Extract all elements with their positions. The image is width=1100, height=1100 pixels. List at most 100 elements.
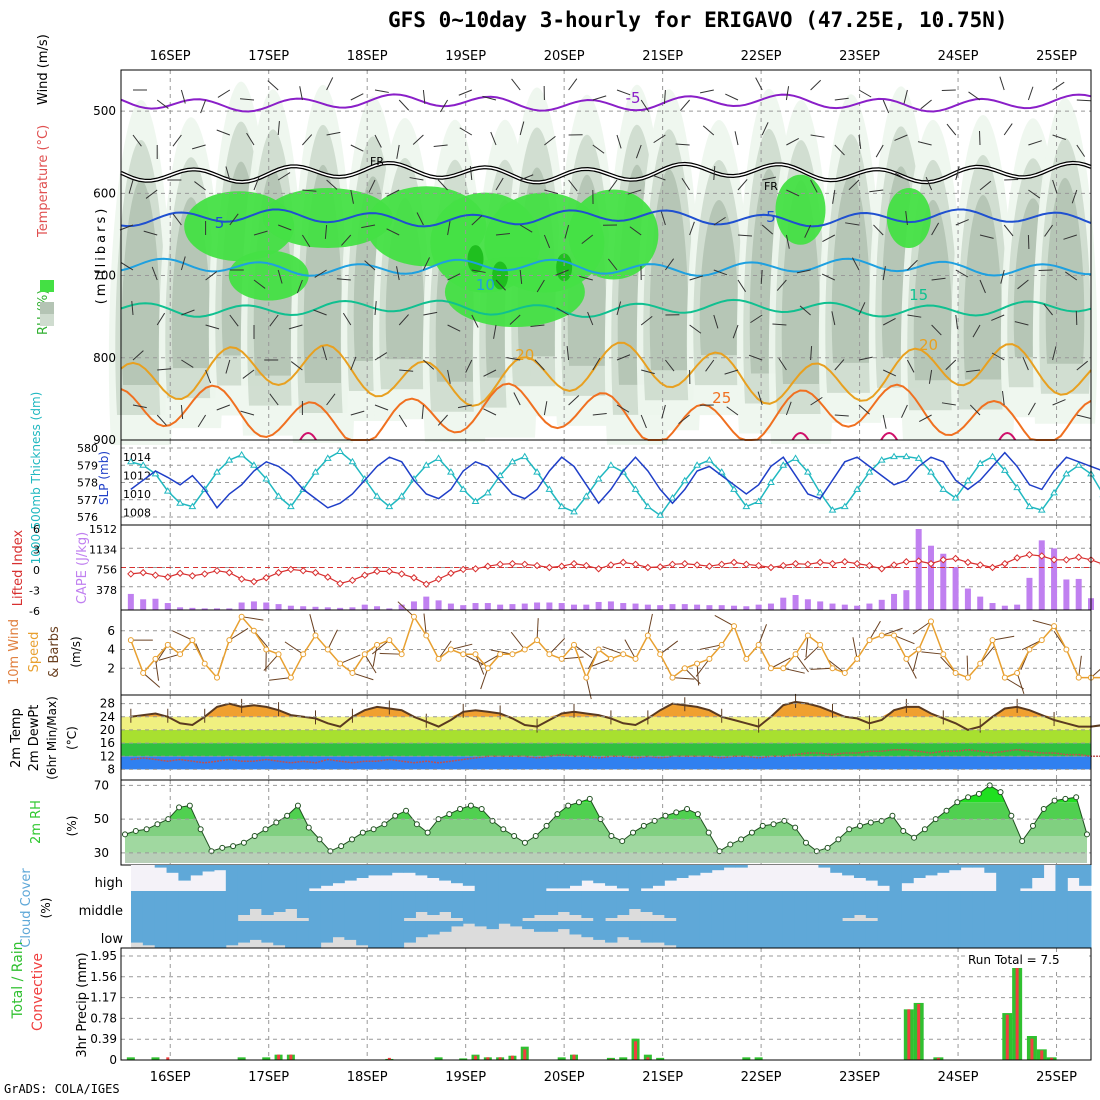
wind-barb	[592, 357, 601, 371]
wind-barb	[483, 408, 497, 416]
cloud-bar-middle	[202, 891, 215, 921]
cape-bar	[423, 596, 430, 610]
cloud-bar-low	[913, 921, 926, 948]
cloud-bar-low	[557, 921, 571, 930]
rh-point	[1029, 822, 1036, 829]
wind10-barb	[142, 672, 161, 688]
wind-barb	[471, 215, 483, 226]
temp-tick: 20	[100, 723, 115, 737]
wind-barb	[543, 401, 548, 416]
wind-barb	[172, 134, 182, 147]
rh-point	[1040, 806, 1047, 812]
cloud-bar-middle	[1079, 891, 1092, 921]
wind10-barb	[364, 653, 377, 674]
wind-barb	[156, 99, 169, 109]
cloud-bar-middle	[391, 891, 405, 921]
wind-barb	[229, 213, 239, 226]
wind-barb	[1022, 356, 1029, 371]
wind-barb	[616, 89, 631, 96]
cloud-bar-low	[865, 921, 879, 948]
thickness-point	[853, 485, 862, 492]
li-point	[914, 557, 923, 565]
temp-area	[130, 701, 1100, 717]
wind-series-label: 10m Wind Speed (m/s) & Barbs	[0, 0, 16, 1]
wind10-barb	[921, 651, 944, 655]
wind10-point	[275, 651, 282, 658]
cloud-bar-low	[699, 921, 713, 948]
cloud-bar-high	[296, 865, 310, 891]
wind10-point	[767, 665, 774, 672]
wind-barb	[493, 324, 497, 339]
cloud-bar-middle	[1019, 891, 1033, 921]
wind-barb	[1065, 271, 1078, 281]
wind-barb	[772, 323, 787, 326]
thickness-point	[176, 499, 184, 506]
precip-tick: 1.17	[90, 991, 117, 1005]
wind10-barb	[462, 653, 484, 665]
wind-barb	[640, 414, 647, 429]
temp-band	[121, 756, 1091, 770]
wind-barb	[119, 224, 134, 231]
cape-bar	[398, 604, 405, 610]
wind-barb	[151, 266, 158, 281]
cloud-bar-middle	[1043, 891, 1056, 921]
li-point	[213, 567, 221, 575]
thickness-point	[607, 461, 615, 468]
wind-barb	[301, 234, 311, 248]
cloud-bar-low	[261, 921, 274, 943]
cloud-bar-middle	[794, 891, 808, 921]
precip-total-bar	[643, 1054, 652, 1060]
wind-barb	[192, 144, 206, 150]
rh-point	[759, 822, 766, 829]
cloud-bar-middle	[285, 891, 298, 909]
ua-ytick: 800	[93, 351, 116, 365]
precip-conv-bar	[510, 1055, 514, 1060]
wind-barb	[786, 137, 799, 146]
wind10-point	[570, 641, 577, 648]
cloud-bar-high	[320, 865, 333, 886]
wind10-barb	[263, 653, 279, 671]
thickness-point	[545, 485, 554, 492]
temp-tick: 8	[107, 762, 115, 776]
wind-barb	[398, 414, 408, 428]
wind10-barb	[700, 644, 722, 650]
rh-tick: 70	[94, 778, 109, 792]
contour-label: -5	[626, 89, 641, 107]
cloud-bar-high	[391, 865, 405, 873]
wind10-barb	[268, 677, 291, 681]
cloud-bar-middle	[131, 891, 144, 921]
wind-barb	[132, 134, 142, 147]
rh-point	[251, 833, 258, 839]
cloud-bar-middle	[308, 891, 322, 921]
thickness-point	[1037, 506, 1046, 513]
wind10-point	[361, 651, 368, 658]
wind-tick: 4	[107, 643, 115, 657]
rh-point	[727, 841, 734, 848]
cloud-bar-high	[1008, 865, 1021, 891]
precip-total-bar	[237, 1057, 246, 1060]
wind-barb	[785, 401, 792, 416]
cloud-level-low: low	[101, 932, 124, 947]
wind-barb	[991, 352, 1005, 361]
wind10-barb	[573, 644, 593, 659]
rh-point	[716, 848, 723, 855]
cloud-bar-low	[1079, 921, 1092, 948]
run-total-bg	[965, 952, 1087, 968]
thickness-point	[828, 506, 837, 513]
wind-barb	[342, 312, 352, 326]
wind-barb	[509, 314, 521, 325]
wind10-point	[792, 651, 799, 658]
li-point	[816, 558, 824, 567]
rh-point	[262, 826, 269, 833]
wind-barb	[725, 93, 739, 101]
wind-label-1: 10m Wind	[7, 619, 22, 685]
wind-barb	[458, 89, 472, 96]
cape-bar	[546, 602, 553, 610]
cloud-bar-high	[510, 865, 523, 891]
cloud-bar-high	[237, 865, 251, 891]
cloud-bar-high	[451, 865, 464, 884]
cape-bar	[201, 608, 208, 610]
wind-barb	[858, 404, 870, 415]
wind10-point	[164, 641, 171, 648]
wind10-barb	[1004, 677, 1024, 690]
